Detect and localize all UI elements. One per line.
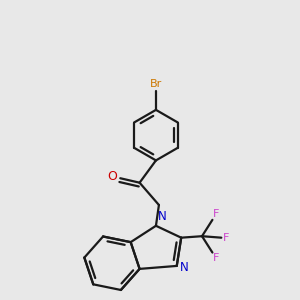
- Text: N: N: [180, 261, 188, 274]
- Text: Br: Br: [150, 79, 162, 89]
- Text: O: O: [107, 170, 117, 183]
- Text: F: F: [213, 254, 220, 263]
- Text: F: F: [213, 209, 220, 219]
- Text: N: N: [158, 210, 167, 223]
- Text: F: F: [223, 233, 229, 243]
